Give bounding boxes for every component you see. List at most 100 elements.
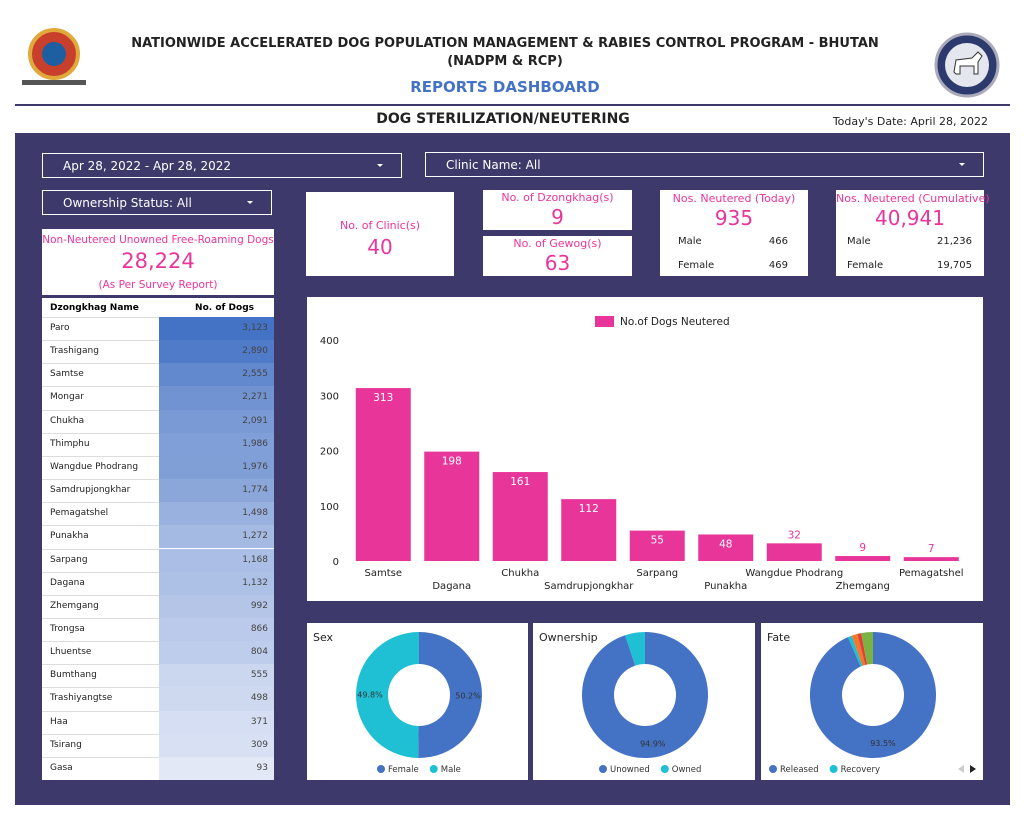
x-tick-label: Zhemgang — [836, 581, 890, 592]
dzongkhag-name: Bumthang — [50, 670, 97, 681]
dashboard-title: REPORTS DASHBOARD — [410, 78, 600, 96]
dog-count: 1,132 — [242, 577, 268, 588]
heat-cell — [159, 525, 274, 549]
table-row — [42, 756, 274, 780]
dog-count: 1,976 — [242, 461, 268, 472]
pie-title: Ownership — [539, 631, 598, 644]
column-header: Dzongkhag Name — [50, 303, 139, 313]
pie-slice — [847, 635, 863, 667]
dog-count: 2,890 — [242, 346, 268, 357]
kpi-value: 40,941 — [875, 206, 945, 230]
heat-cell — [159, 594, 274, 618]
table-row — [42, 548, 274, 572]
dzongkhag-name: Mongar — [50, 392, 84, 403]
dzongkhag-name: Zhemgang — [50, 600, 99, 611]
x-tick-label: Sarpang — [636, 568, 678, 579]
bar — [561, 499, 617, 561]
column-header[interactable]: No. of Dogs — [195, 303, 254, 313]
data-label: 48 — [719, 538, 732, 550]
bar — [835, 556, 891, 561]
table-row — [42, 571, 274, 595]
dog-count: 93 — [256, 762, 268, 773]
heat-cell — [159, 432, 274, 456]
clinic-filter[interactable]: Clinic Name: All — [425, 152, 984, 177]
table-row — [42, 502, 274, 525]
x-tick-label: Samdrupjongkhar — [544, 581, 634, 592]
x-tick-label: Dagana — [432, 581, 471, 592]
kpi-male-label: Male — [847, 236, 871, 247]
bar — [903, 557, 959, 561]
kpi-value: 40 — [367, 235, 393, 259]
heat-cell — [159, 756, 274, 780]
pager-next — [970, 765, 976, 773]
dzongkhag-name: Sarpang — [50, 554, 88, 565]
pie-title: Fate — [767, 631, 790, 644]
dog-count: 498 — [250, 693, 268, 704]
y-tick-label: 300 — [320, 391, 339, 402]
heat-cell — [159, 641, 274, 665]
kpi-label: No. of Dzongkhag(s) — [501, 191, 614, 204]
bar — [355, 388, 411, 561]
x-tick-label: Pemagatshel — [899, 568, 964, 579]
legend-label: Unowned — [610, 765, 650, 775]
heat-cell — [159, 502, 274, 526]
heat-cell — [159, 687, 274, 711]
header-title: NATIONWIDE ACCELERATED DOG POPULATION MA… — [131, 36, 879, 51]
legend-marker — [429, 765, 438, 773]
data-label: 198 — [442, 456, 462, 468]
dzongkhag-name: Samtse — [50, 369, 84, 380]
pie-slice — [625, 632, 645, 666]
dzongkhag-name: Trashigang — [50, 346, 99, 357]
slice-label: 94.9% — [640, 739, 666, 748]
kpi-label: No. of Clinic(s) — [339, 219, 421, 232]
pie-slice — [355, 632, 419, 758]
data-label: 9 — [859, 542, 866, 554]
date-filter[interactable]: Apr 28, 2022 - Apr 28, 2022 — [42, 153, 402, 178]
dog-count: 2,555 — [242, 369, 268, 380]
legend-label: Male — [441, 765, 461, 775]
x-tick-label: Chukha — [501, 568, 539, 579]
heat-cell — [159, 617, 274, 642]
legend-marker — [829, 765, 838, 773]
kpi-female: 19,705 — [937, 260, 972, 271]
legend-swatch — [595, 316, 614, 327]
table-row — [42, 617, 274, 641]
logo-right — [934, 32, 1000, 98]
kpi-female-label: Female — [847, 260, 884, 271]
heat-cell — [159, 664, 274, 688]
heat-cell — [159, 455, 274, 480]
dog-count: 309 — [250, 739, 268, 750]
kpi-label: Nos. Neutered (Today) — [672, 192, 796, 205]
bar — [629, 530, 685, 561]
legend-label: No.of Dogs Neutered — [620, 316, 730, 328]
dog-count: 2,091 — [242, 415, 268, 426]
x-tick-label: Samtse — [365, 568, 403, 579]
slice-label: 93.5% — [870, 739, 896, 748]
ownership-filter[interactable]: Ownership Status: All — [42, 190, 272, 215]
heat-cell — [159, 548, 274, 572]
legend-marker — [377, 765, 385, 773]
heat-cell — [159, 317, 274, 341]
dog-count: 866 — [250, 623, 268, 634]
dog-count: 992 — [250, 600, 268, 611]
x-tick-label: Wangdue Phodrang — [745, 568, 843, 579]
dzongkhag-name: Tsirang — [50, 739, 82, 750]
table-row — [42, 363, 274, 386]
table-row — [42, 455, 274, 479]
kpi-female-label: Female — [678, 260, 715, 271]
dzongkhag-name: Dagana — [50, 577, 85, 588]
dzongkhag-name: Lhuentse — [50, 647, 92, 658]
pie-slice — [810, 632, 936, 758]
heat-cell — [159, 363, 274, 387]
table-row — [42, 525, 274, 548]
pie-title: Sex — [313, 631, 334, 644]
survey-card: Non-Neutered Unowned Free-Roaming Dogs 2… — [42, 229, 274, 295]
dzongkhag-name: Paro — [50, 323, 70, 333]
survey-total: 28,224 — [121, 249, 195, 273]
dzongkhag-name: Gasa — [50, 762, 73, 773]
legend-label: Owned — [672, 765, 702, 775]
kpi-male: 21,236 — [937, 236, 972, 247]
pie-slice — [857, 633, 868, 665]
y-tick-label: 100 — [320, 502, 339, 513]
dzongkhag-name: Thimphu — [50, 438, 90, 449]
